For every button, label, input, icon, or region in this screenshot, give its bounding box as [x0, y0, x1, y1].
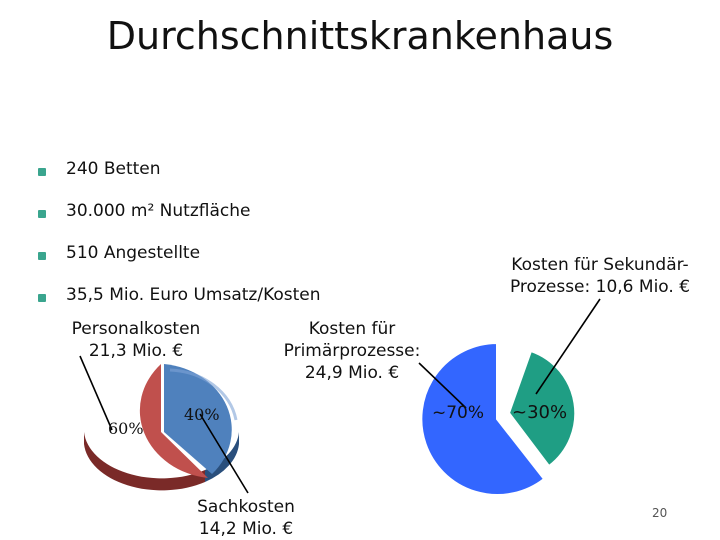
leader-sach — [199, 413, 249, 494]
personal-cost-label: Personalkosten 21,3 Mio. € — [46, 318, 226, 362]
left-pie-blue-slice — [164, 364, 232, 474]
bullet-list: 240 Betten 30.000 m² Nutzfläche 510 Ange… — [38, 148, 321, 316]
sach-cost-value: 14,2 Mio. € — [198, 519, 294, 539]
leader-primary — [418, 362, 467, 409]
slide-title: Durchschnittskrankenhaus — [106, 14, 614, 58]
bullet-text: 240 Betten — [66, 159, 161, 179]
primary-cost-subtitle: Primärprozesse: — [283, 341, 421, 361]
bullet-marker-icon — [38, 210, 46, 218]
bullet-marker-icon — [38, 252, 46, 260]
personal-cost-title: Personalkosten — [71, 319, 201, 339]
primary-cost-value: 24,9 Mio. € — [304, 363, 400, 383]
bullet-item-employees: 510 Angestellte — [38, 232, 321, 274]
sach-cost-title: Sachkosten — [197, 497, 295, 517]
primary-cost-title: Kosten für — [308, 319, 396, 339]
secondary-cost-value: Prozesse: 10,6 Mio. € — [509, 277, 691, 297]
left-pie-blue-highlight — [169, 368, 238, 421]
right-pie-small-pct: ~30% — [512, 402, 568, 423]
right-pie — [420, 341, 577, 496]
right-pie-big-pct: ~70% — [432, 403, 485, 423]
bullet-text: 510 Angestellte — [66, 243, 201, 263]
bullet-text: 35,5 Mio. Euro Umsatz/Kosten — [66, 285, 321, 305]
bullet-text: 30.000 m² Nutzfläche — [66, 201, 251, 221]
leader-personal — [79, 355, 113, 431]
bullet-item-beds: 240 Betten — [38, 148, 321, 190]
secondary-cost-title: Kosten für Sekundär- — [511, 255, 689, 275]
bullet-item-area: 30.000 m² Nutzfläche — [38, 190, 321, 232]
page-number: 20 — [652, 506, 668, 520]
bullet-marker-icon — [38, 294, 46, 302]
sach-cost-label: Sachkosten 14,2 Mio. € — [166, 496, 326, 540]
bullet-item-revenue: 35,5 Mio. Euro Umsatz/Kosten — [38, 274, 321, 316]
left-pie-red-side — [84, 432, 205, 491]
right-pie-blue-slice — [420, 341, 546, 496]
leader-secondary — [535, 298, 601, 395]
left-pie — [84, 364, 239, 491]
secondary-cost-label: Kosten für Sekundär- Prozesse: 10,6 Mio.… — [488, 254, 712, 298]
personal-cost-value: 21,3 Mio. € — [88, 341, 184, 361]
leader-lines — [79, 298, 601, 494]
left-pie-small-pct: 40% — [184, 405, 220, 424]
right-pie-teal-slice — [507, 349, 577, 468]
primary-cost-label: Kosten für Primärprozesse: 24,9 Mio. € — [252, 318, 452, 384]
left-pie-red-slice — [139, 364, 208, 478]
left-pie-big-pct: 60% — [108, 419, 144, 438]
bullet-marker-icon — [38, 168, 46, 176]
